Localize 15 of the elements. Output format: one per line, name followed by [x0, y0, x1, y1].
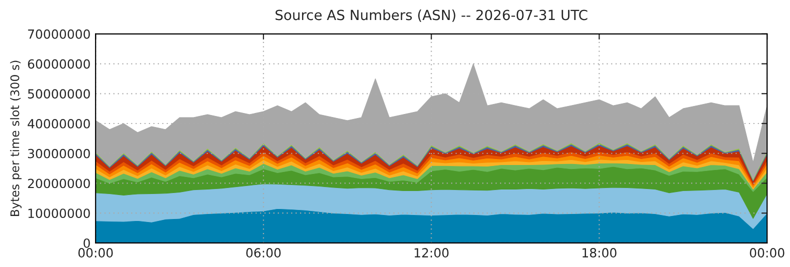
x-tick-label: 18:00 [582, 248, 616, 258]
y-tick-label: 30000000 [28, 148, 90, 158]
y-tick-label: 20000000 [28, 178, 90, 188]
y-tick-label: 50000000 [28, 89, 90, 99]
y-tick-label: 60000000 [28, 59, 90, 69]
x-tick-label: 12:00 [414, 248, 449, 258]
x-tick-label: 00:00 [750, 248, 784, 258]
y-tick-label: 70000000 [28, 29, 90, 39]
chart-title: Source AS Numbers (ASN) -- 2026-07-31 UTC [276, 9, 588, 22]
y-axis-title: Bytes per time slot (300 s) [10, 60, 22, 216]
x-tick-label: 06:00 [246, 248, 281, 258]
y-tick-label: 10000000 [28, 208, 90, 218]
y-tick-label: 40000000 [28, 118, 90, 128]
y-tick-label: 0 [84, 238, 90, 248]
x-tick-label: 00:00 [78, 248, 113, 258]
